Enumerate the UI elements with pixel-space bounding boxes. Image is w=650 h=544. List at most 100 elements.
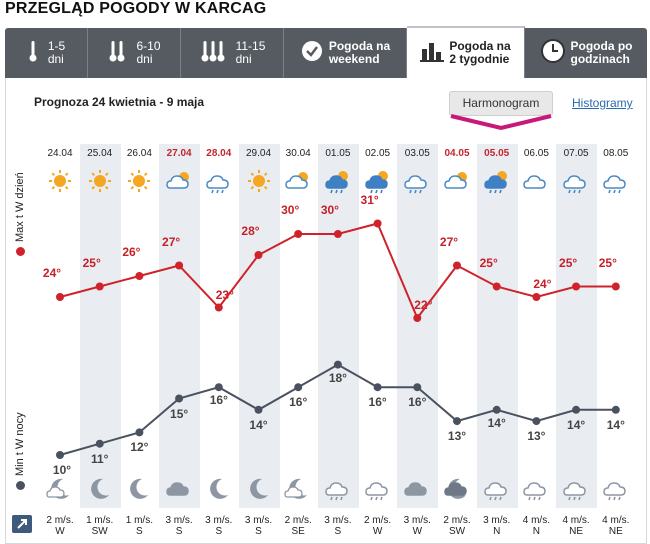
cloud-rain-icon	[402, 168, 432, 194]
max-temp-label: 30°	[320, 203, 339, 217]
wind-speed: 3 m/s.	[403, 515, 431, 526]
min-temp-label: 13°	[447, 429, 467, 444]
expand-arrow-icon[interactable]	[12, 515, 32, 533]
min-temp-legend-dot	[15, 481, 25, 490]
min-temp-axis-label: Min t W nocy	[14, 412, 26, 490]
wind-direction: SW	[448, 526, 466, 537]
page-title: PRZEGLĄD POGODY W KARCAG	[5, 0, 267, 17]
tab-label: 6-10 dni	[136, 39, 161, 66]
tab-label: Pogoda na weekend	[328, 39, 391, 66]
partly-rain-icon	[482, 168, 512, 194]
night-cloud-icon	[402, 475, 432, 501]
max-temp-label: 26°	[122, 245, 141, 259]
min-temp-label-text: Min t W nocy	[14, 412, 26, 476]
wind-info: 2 m/s. W	[40, 515, 80, 537]
tab-5[interactable]: Pogoda na 2 tygodnie	[407, 26, 525, 78]
date-label: 08.05	[603, 148, 629, 159]
storm-icon	[363, 168, 393, 194]
tab-1[interactable]: 1-5 dni	[5, 28, 88, 78]
wind-speed: 2 m/s.	[443, 515, 471, 526]
wind-direction: S	[215, 526, 223, 537]
date-label: 30.04	[285, 148, 311, 159]
harmonogram-tab[interactable]: Harmonogram	[449, 91, 553, 116]
date-label: 25.04	[87, 148, 113, 159]
wind-speed: 3 m/s.	[483, 515, 511, 526]
night-moon-icon	[124, 475, 154, 501]
tab-4[interactable]: Pogoda na weekend	[284, 28, 407, 78]
max-temp-label: 25°	[559, 255, 578, 270]
wind-direction: S	[136, 526, 143, 537]
bar-chart-icon	[420, 40, 445, 67]
wind-speed: 2 m/s.	[284, 515, 312, 526]
tab-3[interactable]: 11-15 dni	[181, 28, 284, 78]
min-temp-label: 15°	[170, 406, 189, 421]
wind-info: 2 m/s. SW	[437, 515, 477, 537]
wind-speed: 3 m/s.	[165, 515, 193, 526]
date-label: 27.04	[166, 148, 192, 159]
min-temp-label: 16°	[368, 395, 387, 410]
tab-2[interactable]: 6-10 dni	[88, 28, 181, 78]
min-temp-label: 14°	[487, 415, 506, 430]
forecast-tabbar: 1-5 dni 6-10 dni 11-15 dni Pogoda na weeken…	[5, 26, 647, 78]
night-storm-icon	[442, 475, 472, 501]
histogramy-link[interactable]: Histogramy	[572, 96, 633, 110]
wind-direction: N	[532, 526, 540, 537]
date-label: 03.05	[404, 148, 430, 159]
tab-label: Pogoda po godzinach	[570, 39, 633, 66]
max-temp-label: 24°	[533, 277, 552, 291]
min-temp-label: 12°	[130, 440, 149, 455]
night-moon-icon	[85, 475, 115, 501]
clock-icon	[540, 38, 566, 69]
forecast-subtitle: Prognoza 24 kwietnia - 9 maja	[34, 95, 205, 109]
max-temp-label: 22°	[414, 298, 433, 312]
wind-speed: 2 m/s.	[363, 515, 392, 526]
min-temp-label: 18°	[328, 370, 347, 385]
max-temp-legend-dot	[15, 247, 25, 256]
cloud-rain-icon	[561, 168, 591, 194]
wind-info: 3 m/s. S	[199, 515, 239, 537]
max-temp-label: 25°	[82, 255, 101, 270]
wind-info: 2 m/s. SE	[278, 515, 318, 537]
wind-info: 1 m/s. S	[119, 515, 159, 537]
partly-cloudy-icon	[442, 168, 472, 194]
wind-direction: W	[55, 526, 65, 537]
max-temp-label: 31°	[360, 192, 379, 207]
tab-6[interactable]: Pogoda po godzinach	[525, 28, 647, 78]
night-moon-cloud-icon	[45, 475, 75, 501]
min-temp-label: 14°	[249, 417, 268, 432]
wind-info: 1 m/s. SW	[80, 515, 120, 537]
wind-info: 3 m/s. N	[477, 515, 517, 537]
wind-speed: 1 m/s.	[125, 515, 153, 526]
harmonogram-active-arrow	[450, 114, 552, 131]
wind-info: 4 m/s. N	[516, 515, 556, 537]
tab-label: Pogoda na 2 tygodnie	[449, 39, 511, 66]
storm-icon	[323, 168, 353, 194]
date-label: 07.05	[563, 148, 589, 159]
sun-icon	[124, 168, 154, 194]
wind-speed: 3 m/s.	[244, 515, 273, 526]
thermometer-3-icon	[199, 38, 231, 69]
min-temp-label: 16°	[289, 395, 308, 410]
wind-info: 3 m/s. S	[318, 515, 358, 537]
tab-label: 1-5 dni	[47, 39, 66, 66]
wind-speed: 3 m/s.	[324, 515, 352, 526]
day-column-stripe	[238, 144, 280, 508]
min-temp-label: 14°	[567, 417, 586, 432]
wind-speed: 3 m/s.	[205, 515, 233, 526]
cloud-icon	[521, 168, 551, 194]
night-cloud-rain-icon	[561, 475, 591, 501]
wind-speed: 1 m/s.	[86, 515, 114, 526]
day-column-stripe	[159, 144, 201, 508]
wind-speed: 4 m/s.	[562, 515, 590, 526]
wind-direction: N	[493, 526, 501, 537]
max-temp-label: 28°	[241, 224, 260, 238]
wind-speed: 4 m/s.	[602, 515, 630, 526]
date-label: 02.05	[365, 148, 391, 159]
wind-direction: S	[334, 526, 342, 537]
wind-info: 3 m/s. W	[397, 515, 437, 537]
min-temp-label: 11°	[90, 451, 109, 466]
night-cloud-rain-icon	[323, 475, 353, 501]
wind-direction: S	[175, 526, 183, 537]
cloud-rain-icon	[204, 168, 234, 194]
sun-icon	[45, 168, 75, 194]
